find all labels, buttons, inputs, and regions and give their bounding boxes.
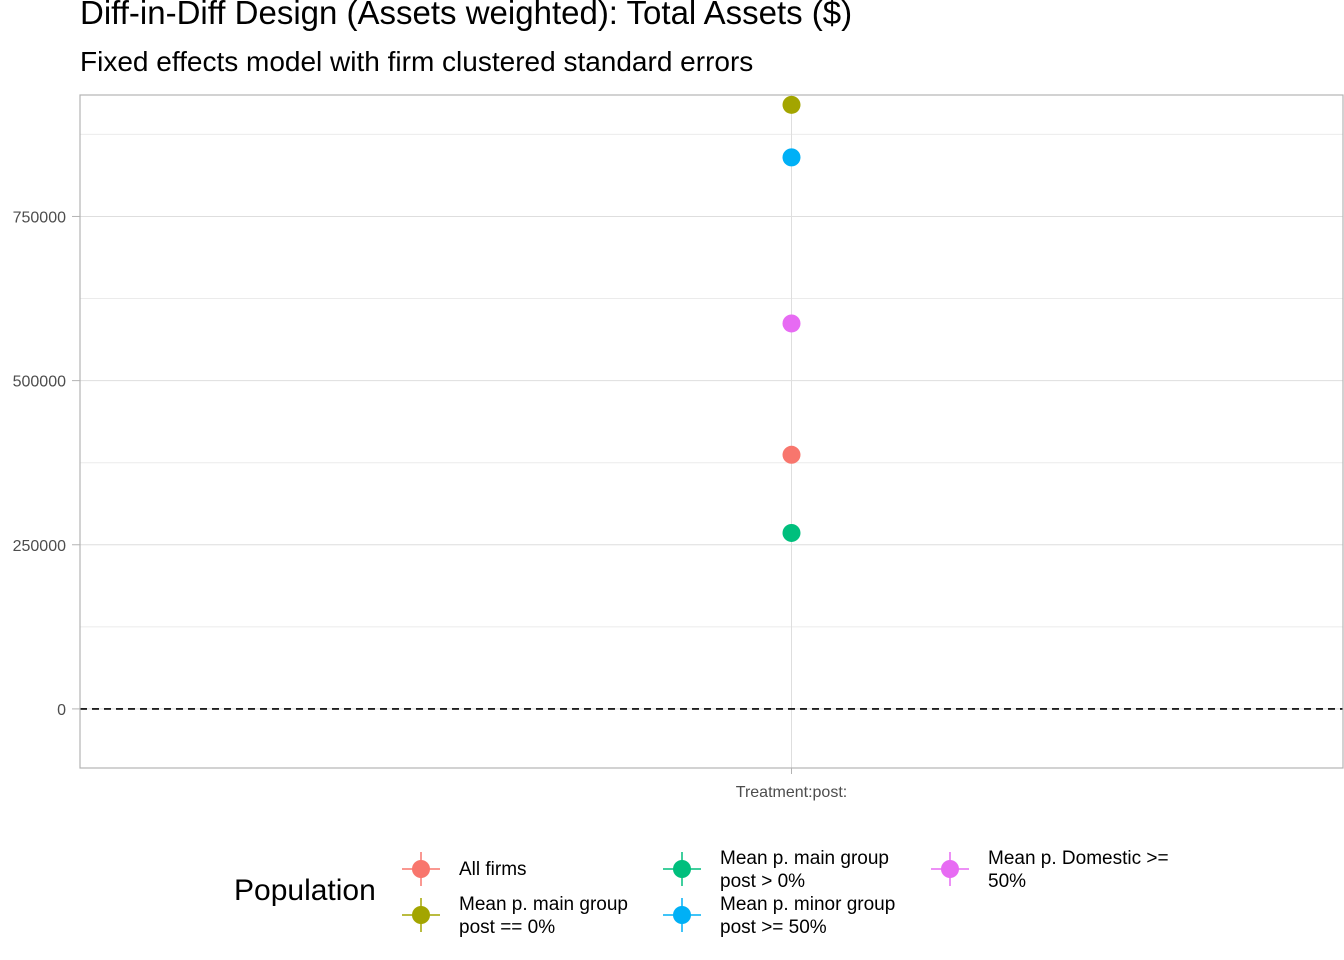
legend-label: Mean p. main group post > 0%	[720, 848, 889, 892]
data-points	[782, 95, 801, 542]
legend-key	[402, 898, 440, 932]
legend-label: Mean p. minor group post >= 50%	[720, 894, 896, 938]
y-tick-label: 0	[57, 702, 66, 719]
legend-key	[931, 852, 969, 886]
legend-title: Population	[234, 874, 376, 907]
y-tick-label: 750000	[13, 209, 66, 226]
y-axis: 0 250000 500000 750000	[13, 209, 80, 719]
x-axis: Treatment:post:	[736, 768, 847, 801]
data-point	[782, 314, 801, 333]
data-point	[782, 445, 801, 464]
legend-point	[941, 860, 959, 878]
y-tick-label: 250000	[13, 538, 66, 555]
legend-label: Mean p. Domestic >= 50%	[988, 848, 1169, 892]
chart-subtitle: Fixed effects model with firm clustered …	[80, 46, 754, 77]
legend-label: All firms	[459, 859, 527, 880]
data-point	[782, 523, 801, 542]
data-point	[782, 148, 801, 167]
panel-border	[79, 94, 1344, 769]
legend-point	[673, 906, 691, 924]
chart-title: Diff-in-Diff Design (Assets weighted): T…	[80, 0, 853, 31]
y-tick-label: 500000	[13, 374, 66, 391]
x-tick-label: Treatment:post:	[736, 784, 847, 801]
legend-key	[663, 898, 701, 932]
legend-point	[412, 860, 430, 878]
legend-label: Mean p. main group post == 0%	[459, 894, 628, 938]
legend-key	[402, 852, 440, 886]
grid-lines	[80, 95, 1343, 768]
legend-key	[663, 852, 701, 886]
data-point	[782, 95, 801, 114]
legend-point	[412, 906, 430, 924]
legend-point	[673, 860, 691, 878]
